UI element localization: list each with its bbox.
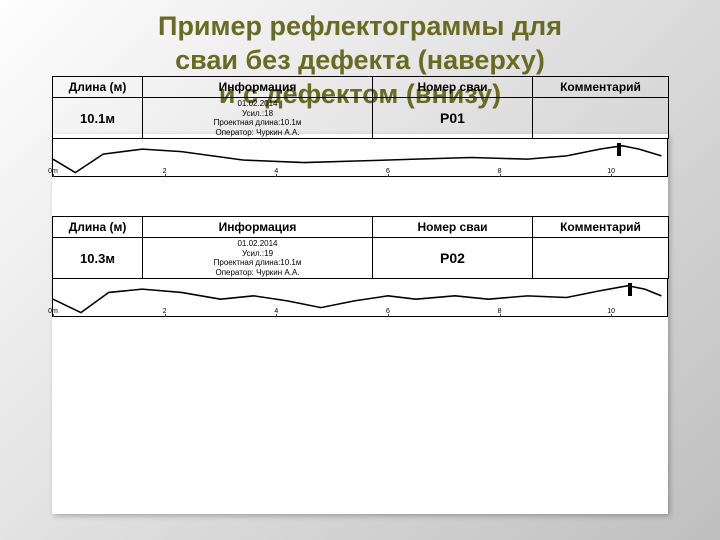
title-line-1: Пример рефлектограммы для	[158, 11, 562, 41]
x-tick-label: 6	[386, 168, 390, 175]
x-tick-label: 0m	[48, 168, 58, 175]
pile-number: P01	[373, 98, 533, 139]
x-tick-label: 10	[607, 168, 615, 175]
x-tick-label: 4	[274, 308, 278, 315]
length-value: 10.1м	[53, 98, 143, 139]
column-header-number: Номер сваи	[373, 217, 533, 238]
column-header-comment: Комментарий	[533, 77, 669, 98]
trace-line	[53, 146, 661, 173]
column-header-length: Длина (м)	[53, 77, 143, 98]
reflectogram-plot: 0m246810	[52, 139, 668, 177]
trace-line	[53, 286, 661, 313]
title-line-2: сваи без дефекта (наверху)	[175, 45, 545, 75]
pile-number: P02	[373, 238, 533, 279]
x-tick-label: 10	[607, 308, 615, 315]
info-value: 01.02.2014Усил.:19Проектная длина:10.1мО…	[143, 238, 373, 279]
reflectogram-record: Длина (м)ИнформацияНомер сваиКомментарий…	[52, 216, 668, 317]
reflectogram-panel	[52, 134, 668, 514]
x-tick-label: 8	[498, 168, 502, 175]
comment-value	[533, 238, 669, 279]
column-header-length: Длина (м)	[53, 217, 143, 238]
comment-value	[533, 98, 669, 139]
reflectogram-record: Длина (м)ИнформацияНомер сваиКомментарий…	[52, 76, 668, 177]
record-header-table: Длина (м)ИнформацияНомер сваиКомментарий…	[52, 76, 669, 139]
x-tick-label: 6	[386, 308, 390, 315]
x-tick-label: 8	[498, 308, 502, 315]
record-header-table: Длина (м)ИнформацияНомер сваиКомментарий…	[52, 216, 669, 279]
end-marker	[617, 143, 621, 156]
end-marker	[628, 283, 632, 296]
column-header-comment: Комментарий	[533, 217, 669, 238]
x-tick-label: 4	[274, 168, 278, 175]
length-value: 10.3м	[53, 238, 143, 279]
column-header-info: Информация	[143, 77, 373, 98]
info-value: 01.02.2014Усил.:18Проектная длина:10.1мО…	[143, 98, 373, 139]
column-header-number: Номер сваи	[373, 77, 533, 98]
x-tick-label: 2	[163, 308, 167, 315]
column-header-info: Информация	[143, 217, 373, 238]
x-tick-label: 0m	[48, 308, 58, 315]
x-tick-label: 2	[163, 168, 167, 175]
reflectogram-plot: 0m246810	[52, 279, 668, 317]
